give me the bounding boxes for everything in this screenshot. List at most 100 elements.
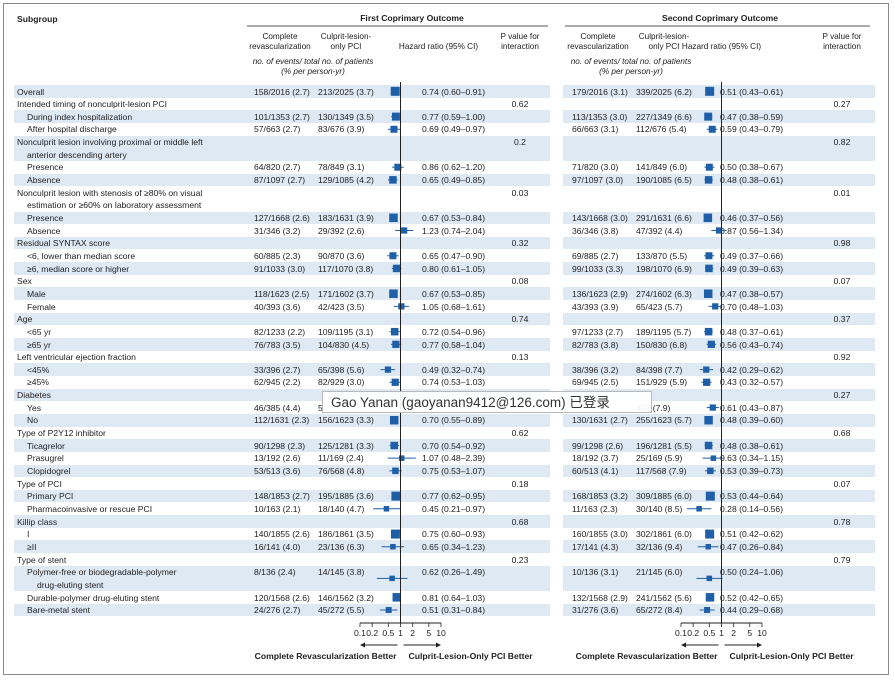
pvalue-header: interaction bbox=[823, 42, 861, 51]
culprit-only-value: 241/1562 (5.6) bbox=[636, 592, 692, 603]
culprit-only-value: 274/1602 (6.3) bbox=[636, 288, 692, 299]
subgroup-level-label: Ticagrelor bbox=[27, 440, 65, 451]
culprit-only-value: 47/392 (4.4) bbox=[636, 225, 683, 236]
hr-marker bbox=[715, 227, 723, 234]
hazard-ratio-text: 0.75 (0.53–1.07) bbox=[422, 466, 486, 476]
subgroup-level-label: No bbox=[27, 415, 38, 426]
row-shade bbox=[563, 312, 875, 326]
culprit-only-value: 90/870 (3.6) bbox=[318, 250, 365, 261]
hr-marker bbox=[389, 176, 397, 184]
right-arrowhead bbox=[436, 642, 441, 648]
hazard-ratio-text: 0.70 (0.48–1.03) bbox=[720, 301, 784, 312]
complete-rev-value: 40/393 (3.6) bbox=[254, 301, 301, 312]
hazard-ratio-text: 0.48 (0.38–0.61) bbox=[720, 175, 784, 186]
subgroup-category-label: Diabetes bbox=[17, 390, 51, 401]
hr-marker bbox=[707, 467, 714, 475]
row-shade bbox=[14, 540, 550, 554]
subgroup-level-label: I bbox=[27, 529, 30, 540]
hr-marker bbox=[390, 543, 396, 550]
complete-rev-header: revascularization bbox=[567, 42, 629, 51]
hazard-ratio-text: 0.47 (0.38–0.59) bbox=[720, 111, 784, 122]
hazard-ratio-text: 0.28 (0.14–0.56) bbox=[720, 503, 784, 514]
axis-tick-label: 1 bbox=[398, 628, 403, 638]
axis-tick-label: 0.5 bbox=[382, 628, 395, 638]
axis-tick-label: 0.2 bbox=[366, 628, 379, 638]
culprit-only-value: 76/568 (4.8) bbox=[318, 466, 365, 476]
culprit-only-value: 151/929 (5.9) bbox=[636, 377, 688, 388]
subgroup-level-label: <65 yr bbox=[27, 326, 52, 337]
hazard-ratio-text: 0.69 (0.49–0.97) bbox=[422, 124, 486, 135]
row-shade bbox=[563, 515, 875, 528]
hr-marker bbox=[707, 340, 715, 348]
hazard-ratio-text: 0.53 (0.39–0.73) bbox=[720, 466, 784, 476]
culprit-only-value: 213/2025 (3.7) bbox=[318, 86, 374, 97]
culprit-only-header: Culprit-lesion- bbox=[638, 32, 690, 41]
culprit-only-value: 146/1562 (3.2) bbox=[318, 592, 374, 603]
hazard-ratio-text: 0.50 (0.24–1.06) bbox=[720, 567, 784, 578]
hr-marker bbox=[385, 606, 392, 613]
pvalue-first: 0.62 bbox=[511, 99, 529, 110]
culprit-only-value: 104/830 (4.5) bbox=[318, 339, 370, 350]
hazard-ratio-text: 0.50 (0.38–0.67) bbox=[720, 162, 784, 173]
culprit-only-value: 29/392 (2.6) bbox=[318, 225, 365, 236]
subgroup-category-label: Residual SYNTAX score bbox=[17, 238, 110, 249]
hazard-ratio-text: 0.44 (0.29–0.68) bbox=[720, 605, 784, 616]
hr-marker bbox=[705, 593, 715, 602]
subgroup-category-label: estimation or ≥60% on laboratory assessm… bbox=[27, 200, 202, 211]
complete-rev-value: 10/136 (3.1) bbox=[572, 567, 619, 578]
row-shade bbox=[14, 515, 550, 528]
complete-rev-value: 18/192 (3.7) bbox=[572, 453, 619, 464]
pvalue-second: 0.37 bbox=[833, 314, 851, 325]
row-shade bbox=[14, 287, 550, 301]
hazard-ratio-text: 0.70 (0.54–0.92) bbox=[422, 440, 486, 451]
complete-rev-header: Complete bbox=[262, 32, 298, 41]
pvalue-header: interaction bbox=[501, 42, 539, 51]
culprit-only-value: 21/145 (6.0) bbox=[636, 567, 683, 578]
row-shade bbox=[563, 413, 875, 427]
complete-rev-value: 127/1668 (2.6) bbox=[254, 213, 310, 223]
hr-marker bbox=[389, 575, 395, 582]
complete-rev-value: 143/1668 (3.0) bbox=[572, 213, 628, 223]
row-shade bbox=[563, 110, 875, 123]
subgroup-level-label: After hospital discharge bbox=[27, 124, 117, 135]
hr-marker bbox=[709, 404, 716, 411]
hazard-ratio-text: 0.56 (0.43–0.74) bbox=[720, 339, 784, 350]
hazard-ratio-header: Hazard ratio (95% CI) bbox=[398, 42, 479, 51]
hazard-ratio-text: 0.86 (0.62–1.20) bbox=[422, 162, 486, 173]
hazard-ratio-text: 0.49 (0.37–0.66) bbox=[720, 250, 784, 261]
subgroup-level-label: Primary PCI bbox=[27, 491, 74, 502]
complete-rev-value: 16/141 (4.0) bbox=[254, 541, 301, 552]
hazard-ratio-text: 0.65 (0.47–0.90) bbox=[422, 250, 486, 261]
row-shade bbox=[563, 211, 875, 225]
culprit-only-value: 65/423 (5.7) bbox=[636, 301, 683, 312]
hazard-ratio-text: 0.67 (0.53–0.84) bbox=[422, 213, 486, 223]
culprit-only-value: 196/1281 (5.5) bbox=[636, 440, 692, 451]
culprit-only-value: 18/140 (4.7) bbox=[318, 503, 365, 514]
pvalue-second: 0.07 bbox=[833, 478, 851, 489]
hr-marker bbox=[705, 491, 715, 501]
complete-rev-value: 97/1097 (3.0) bbox=[572, 175, 624, 186]
hr-marker bbox=[706, 575, 713, 582]
subgroup-level-label: Polymer-free or biodegradable-polymer bbox=[27, 567, 177, 578]
complete-rev-value: 132/1568 (2.9) bbox=[572, 592, 628, 603]
subgroup-category-label: Nonculprit lesion involving proximal or … bbox=[17, 137, 203, 148]
complete-rev-value: 140/1855 (2.6) bbox=[254, 529, 310, 540]
culprit-only-header: Culprit-lesion- bbox=[320, 32, 372, 41]
hr-marker bbox=[390, 529, 400, 539]
complete-rev-value: 60/513 (4.1) bbox=[572, 466, 619, 476]
complete-rev-value: 53/513 (3.6) bbox=[254, 466, 301, 476]
complete-rev-value: 31/276 (3.6) bbox=[572, 605, 619, 616]
pvalue-first: 0.08 bbox=[511, 276, 529, 287]
hr-marker bbox=[704, 441, 713, 450]
hazard-ratio-text: 0.62 (0.26–1.49) bbox=[422, 567, 486, 578]
hazard-ratio-text: 0.46 (0.37–0.56) bbox=[720, 213, 784, 223]
hazard-ratio-text: 0.48 (0.39–0.60) bbox=[720, 415, 784, 426]
complete-rev-value: 179/2016 (3.1) bbox=[572, 86, 628, 97]
culprit-only-value: 190/1085 (6.5) bbox=[636, 175, 692, 186]
pvalue-second: 0.79 bbox=[833, 554, 851, 565]
culprit-only-value: 402 (7.9) bbox=[636, 402, 671, 413]
complete-rev-value: 31/346 (3.2) bbox=[254, 225, 301, 236]
hazard-ratio-text: 1.23 (0.74–2.04) bbox=[422, 225, 486, 236]
subgroup-level-label: <6, lower than median score bbox=[27, 250, 136, 261]
complete-rev-value: 69/885 (2.7) bbox=[572, 250, 619, 261]
